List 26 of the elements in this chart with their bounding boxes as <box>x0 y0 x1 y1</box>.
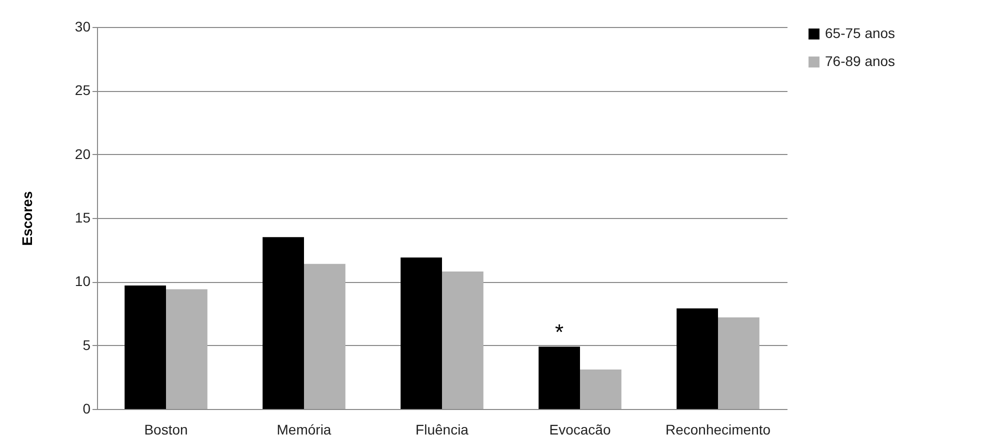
bar <box>304 264 346 409</box>
x-tick-label: Memória <box>276 422 332 438</box>
y-tick-label: 20 <box>74 146 91 162</box>
x-tick-label: Evocacão <box>549 422 611 438</box>
bar <box>262 237 304 409</box>
bar <box>580 370 622 409</box>
bar <box>538 346 580 409</box>
x-tick-label: Fluência <box>416 422 469 438</box>
x-tick-label: Reconhecimento <box>665 422 771 438</box>
y-tick-label: 10 <box>74 273 91 290</box>
x-tick-label: Boston <box>144 422 188 438</box>
bar <box>442 271 484 409</box>
bar <box>676 308 718 409</box>
legend-label: 65-75 anos <box>825 25 896 41</box>
bar <box>124 285 166 409</box>
y-tick-label: 15 <box>74 210 91 226</box>
y-tick-label: 30 <box>74 18 91 34</box>
y-tick-label: 0 <box>82 400 91 416</box>
legend-label: 76-89 anos <box>825 53 896 69</box>
y-axis-title: Escores <box>18 191 35 246</box>
y-tick-label: 25 <box>74 82 91 98</box>
annotation: * <box>555 320 564 345</box>
bar <box>718 317 760 409</box>
y-tick-label: 5 <box>82 336 91 353</box>
bar <box>400 257 442 409</box>
bar <box>166 289 208 409</box>
